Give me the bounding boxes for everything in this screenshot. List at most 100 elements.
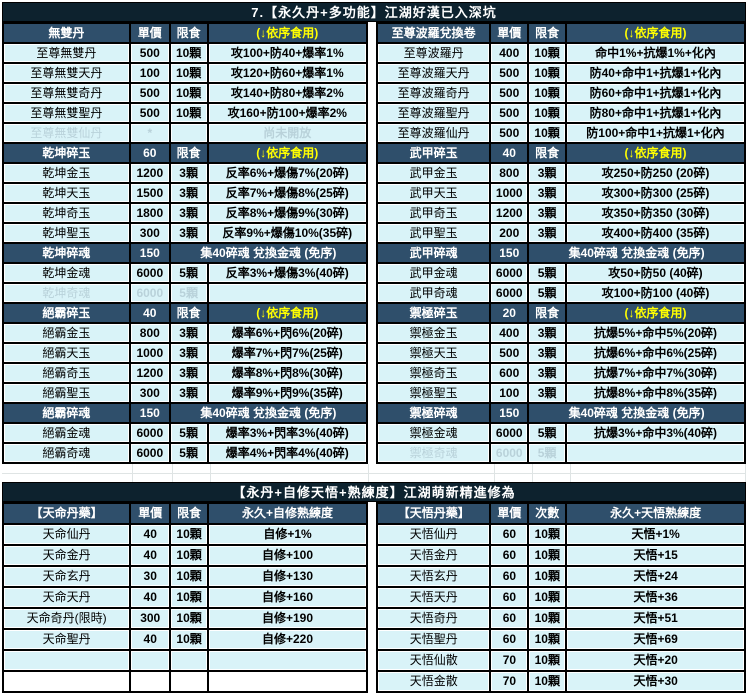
name-cell: 武甲碎玉: [376, 142, 492, 164]
effect-cell: 自修+1%: [207, 523, 369, 546]
price-cell: 6000: [489, 422, 530, 444]
effect-cell: 自修+100: [207, 544, 369, 567]
limit-cell: 10顆: [527, 586, 568, 609]
name-cell: 天悟天丹: [376, 586, 492, 609]
effect-cell: 防80+命中1+抗爆1+化內: [564, 102, 747, 124]
name-cell: 【天命丹藥】: [1, 502, 132, 525]
effect-cell: 爆率4%+閃率4%(40碎): [206, 442, 369, 464]
item-row: 絕霸奇魂 6000 5顆 爆率4%+閃率4%(40碎): [2, 442, 369, 464]
limit-cell: 10顆: [168, 62, 209, 84]
price-cell: 1800: [128, 202, 171, 224]
item-row: 絕霸天玉 1000 3顆 爆率7%+閃7%(25碎): [2, 342, 369, 364]
limit-cell: 3顆: [527, 222, 567, 244]
item-row: 天命金丹 40 10顆 自修+100: [1, 544, 369, 567]
limit-cell: 3顆: [527, 342, 567, 364]
limit-cell: 5顆: [168, 422, 209, 444]
effect-cell: 永久+自修熟練度: [207, 502, 369, 525]
name-cell: 乾坤奇魂: [2, 282, 131, 304]
effect-cell: 天悟+20: [565, 649, 746, 672]
name-cell: 絕霸碎魂: [2, 402, 131, 424]
price-cell: 60: [489, 565, 530, 588]
effect-cell: 爆率7%+閃7%(25碎): [206, 342, 369, 364]
name-cell: 武甲金玉: [376, 162, 492, 184]
effect-cell: 反率8%+爆傷9%(30碎): [206, 202, 369, 224]
price-cell: [129, 670, 172, 693]
limit-cell: 3顆: [168, 362, 209, 384]
top-section-title: 7.【永久丹+多功能】江湖好漢已入深坑: [2, 2, 746, 22]
item-row-disabled: 乾坤奇魂 6000 5顆: [2, 282, 369, 304]
price-cell: 70: [489, 670, 530, 693]
item-row: 天命聖丹 40 10顆 自修+220: [1, 628, 369, 651]
item-row: 武甲天玉 1000 3顆 攻300+防300 (25碎): [376, 182, 747, 204]
limit-cell: 10顆: [527, 102, 567, 124]
name-cell: 無雙丹: [2, 22, 131, 44]
item-row: 禦極金玉 400 3顆 抗爆5%+命中5%(20碎): [376, 322, 747, 344]
limit-cell: 5顆: [168, 442, 209, 464]
name-cell: 乾坤奇玉: [2, 202, 131, 224]
name-cell: 禦極天玉: [376, 342, 492, 364]
limit-cell: 3顆: [168, 322, 209, 344]
name-cell: 武甲奇玉: [376, 202, 492, 224]
name-cell: 天命玄丹: [1, 565, 132, 588]
effect-cell: 攻350+防350 (30碎): [564, 202, 747, 224]
price-cell: 500: [489, 342, 530, 364]
effect-cell: 反率9%+爆傷10%(35碎): [206, 222, 369, 244]
price-cell: 1200: [489, 202, 530, 224]
price-cell: 40: [489, 142, 530, 164]
effect-cell: (↓依序食用): [564, 142, 747, 164]
price-cell: 70: [489, 649, 530, 672]
name-cell: 至尊無雙奇丹: [2, 82, 131, 104]
limit-cell: 10顆: [527, 42, 567, 64]
bottom-right-table: 【天悟丹藥】 單價 次數 永久+天悟熟練度 天悟仙丹 60 10顆 天悟+1% 天悟金丹 60 10…: [376, 502, 746, 693]
item-row: 天命天丹 40 10顆 自修+160: [1, 586, 369, 609]
price-cell: 500: [128, 42, 171, 64]
price-cell: 100: [128, 62, 171, 84]
price-cell: 150: [489, 242, 530, 264]
limit-cell: 10顆: [169, 544, 210, 567]
top-tables-row: 無雙丹 單價 限食 (↓依序食用) 至尊無雙丹 500 10顆 攻100+防40+爆率1% 至尊…: [2, 22, 747, 464]
effect-cell: 攻400+防400 (35碎): [564, 222, 747, 244]
name-cell: 至尊無雙聖丹: [2, 102, 131, 124]
name-cell: 乾坤聖玉: [2, 222, 131, 244]
effect-cell: 攻100+防100 (40碎): [564, 282, 747, 304]
price-cell: 150: [489, 402, 530, 424]
effect-cell: 天悟+15: [565, 544, 746, 567]
limit-cell: 3顆: [527, 382, 567, 404]
name-cell: 至尊無雙天丹: [2, 62, 131, 84]
price-cell: 500: [489, 102, 530, 124]
limit-cell: 3顆: [168, 202, 209, 224]
price-cell: 500: [489, 82, 530, 104]
effect-cell: 防100+命中1+抗爆1+化內: [564, 122, 747, 144]
effect-cell: [207, 649, 369, 672]
item-row: 天悟玄丹 60 10顆 天悟+24: [376, 565, 746, 588]
name-cell: 天命仙丹: [1, 523, 132, 546]
price-cell: [129, 649, 172, 672]
exchange-header-row: 乾坤碎魂 150 集40碎魂 兌換金魂 (免序): [2, 242, 369, 264]
limit-cell: 3顆: [168, 222, 209, 244]
price-cell: 200: [489, 222, 530, 244]
effect-cell: (↓依序食用): [564, 22, 747, 44]
limit-cell: 3顆: [168, 382, 209, 404]
price-cell: 500: [489, 122, 530, 144]
limit-cell: 3顆: [168, 342, 209, 364]
effect-cell: 抗爆7%+命中7%(30碎): [564, 362, 747, 384]
item-row: 天悟天丹 60 10顆 天悟+36: [376, 586, 746, 609]
exchange-note-cell: 集40碎魂 兌換金魂 (免序): [527, 402, 746, 424]
price-cell: 100: [489, 382, 530, 404]
price-cell: 400: [489, 322, 530, 344]
effect-cell: 抗爆8%+命中8%(35碎): [564, 382, 747, 404]
limit-cell: 10顆: [527, 607, 568, 630]
exchange-note-cell: 集40碎魂 兌換金魂 (免序): [168, 402, 369, 424]
name-cell: 絕霸奇魂: [2, 442, 131, 464]
effect-cell: 攻250+防250 (20碎): [564, 162, 747, 184]
price-cell: 1200: [128, 162, 171, 184]
effect-cell: 自修+220: [207, 628, 369, 651]
name-cell: 至尊波羅聖丹: [376, 102, 492, 124]
exchange-header-row: 武甲碎魂 150 集40碎魂 兌換金魂 (免序): [376, 242, 746, 264]
name-cell: 至尊波羅奇丹: [376, 82, 492, 104]
effect-cell: 防60+命中1+抗爆1+化內: [564, 82, 747, 104]
limit-cell: 10顆: [527, 544, 568, 567]
item-row: 天命仙丹 40 10顆 自修+1%: [1, 523, 369, 546]
effect-cell: 天悟+69: [565, 628, 746, 651]
name-cell: 絕霸碎玉: [2, 302, 131, 324]
